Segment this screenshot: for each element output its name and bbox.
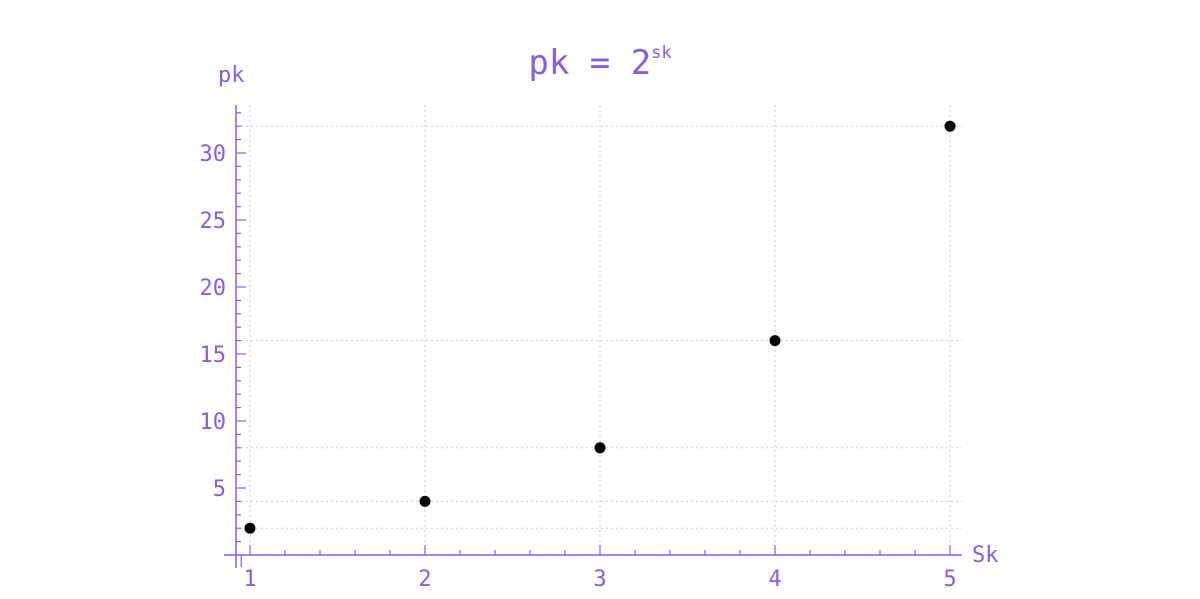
y-tick-label-30: 30 bbox=[200, 142, 227, 167]
y-tick-label-10: 10 bbox=[200, 410, 227, 435]
y-tick-label-25: 25 bbox=[200, 209, 227, 234]
y-tick-label-5: 5 bbox=[213, 477, 226, 502]
x-tick-label-4: 4 bbox=[768, 567, 781, 592]
y-axis-label: pk bbox=[218, 63, 245, 88]
x-tick-labels: 1 2 3 4 5 bbox=[243, 567, 956, 592]
y-tick-label-15: 15 bbox=[200, 343, 227, 368]
data-points bbox=[244, 120, 956, 534]
y-tick-label-20: 20 bbox=[200, 276, 227, 301]
x-tick-label-5: 5 bbox=[943, 567, 956, 592]
axes: 1 2 3 4 5 5 10 15 20 25 30 bbox=[200, 105, 962, 592]
data-point-1 bbox=[244, 522, 256, 534]
chart-title: pk = 2sk bbox=[528, 43, 671, 83]
x-tick-label-3: 3 bbox=[593, 567, 606, 592]
x-tick-label-1: 1 bbox=[243, 567, 256, 592]
x-minor-ticks bbox=[240, 545, 951, 567]
data-point-3 bbox=[594, 442, 606, 454]
data-point-2 bbox=[419, 495, 431, 507]
chart-title-base: pk = 2 bbox=[528, 43, 651, 83]
y-minor-ticks bbox=[236, 112, 246, 543]
chart-title-superscript: sk bbox=[651, 43, 671, 63]
data-point-5 bbox=[944, 120, 956, 132]
y-tick-labels: 5 10 15 20 25 30 bbox=[200, 142, 227, 502]
grid bbox=[236, 105, 962, 555]
x-tick-label-2: 2 bbox=[418, 567, 431, 592]
x-axis-label: Sk bbox=[972, 543, 999, 568]
data-point-4 bbox=[769, 335, 781, 347]
